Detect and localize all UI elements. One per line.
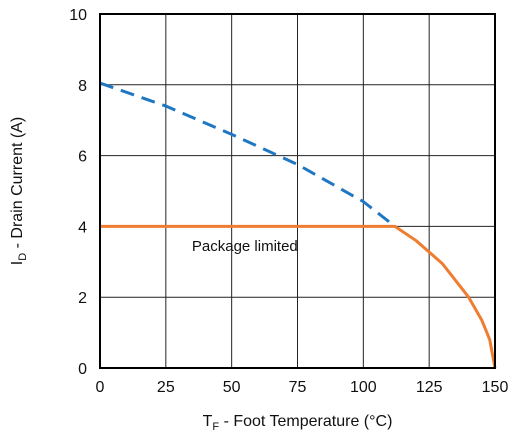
series-line-1 bbox=[99, 81, 396, 228]
x-tick-label: 100 bbox=[350, 379, 377, 396]
x-tick-label: 0 bbox=[96, 379, 105, 396]
plot-frame bbox=[99, 13, 496, 369]
x-tick-label: 75 bbox=[289, 379, 307, 396]
x-axis-title: TF - Foot Temperature (°C) bbox=[203, 413, 393, 433]
series-line-2 bbox=[100, 224, 497, 369]
y-tick-label: 4 bbox=[78, 219, 87, 236]
y-axis-title: ID - Drain Current (A) bbox=[9, 117, 29, 265]
x-axis-title-main: T bbox=[203, 413, 213, 430]
y-tick-label: 8 bbox=[78, 78, 87, 95]
x-tick-label: 150 bbox=[482, 379, 509, 396]
y-tick-label: 6 bbox=[78, 149, 87, 166]
y-tick-label: 0 bbox=[78, 361, 87, 378]
x-axis-title-rest: - Foot Temperature (°C) bbox=[219, 413, 392, 430]
package-limited-annotation: Package limited bbox=[192, 238, 298, 255]
plot-border bbox=[99, 13, 496, 369]
y-axis-title-subscript: D bbox=[17, 253, 29, 261]
grid bbox=[99, 13, 496, 369]
y-axis-title-main: I bbox=[9, 261, 26, 265]
y-tick-label: 10 bbox=[69, 7, 87, 24]
y-tick-label: 2 bbox=[78, 290, 87, 307]
series-group bbox=[99, 81, 497, 369]
x-tick-label: 125 bbox=[416, 379, 443, 396]
y-axis-title-rest: - Drain Current (A) bbox=[9, 117, 26, 253]
x-tick-label: 25 bbox=[157, 379, 175, 396]
tick-labels: 0 25 50 75 100 125 150 0 2 4 6 8 10 bbox=[69, 7, 508, 396]
x-axis-title-subscript: F bbox=[212, 421, 219, 433]
x-tick-label: 50 bbox=[223, 379, 241, 396]
